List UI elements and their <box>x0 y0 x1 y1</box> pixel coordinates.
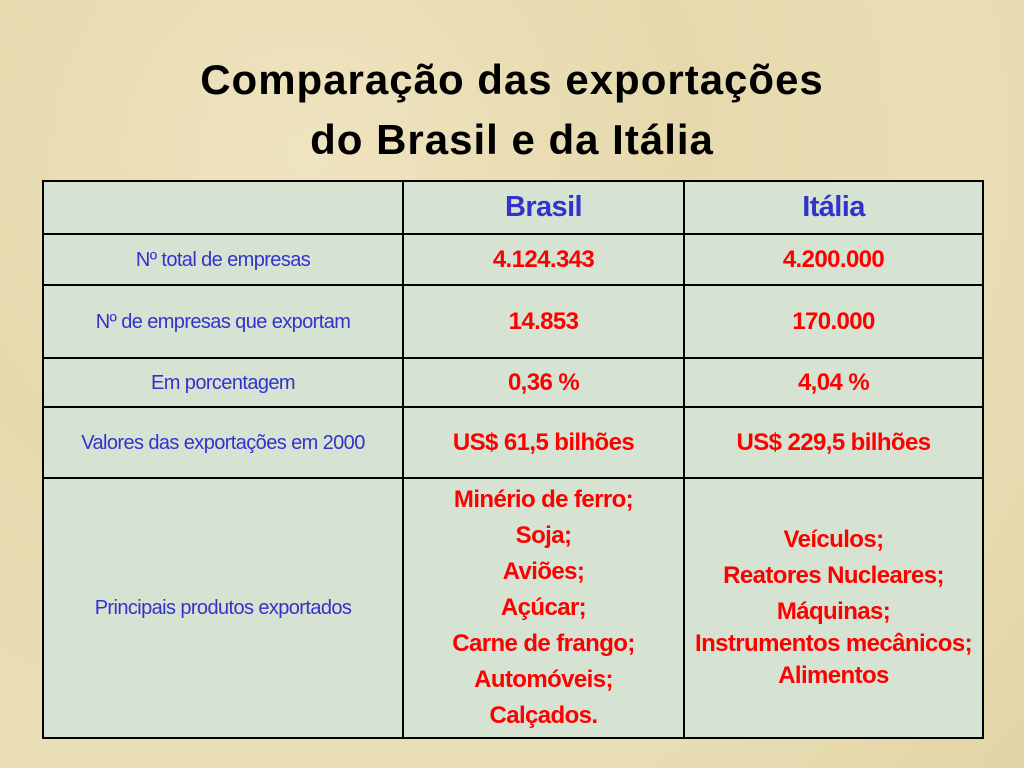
list-item: Minério de ferro; <box>453 486 634 513</box>
value-cell: 4.200.000 <box>683 233 984 286</box>
list-item: Reatores Nucleares; <box>723 562 944 589</box>
row-label: Nº total de empresas <box>42 233 404 286</box>
column-header: Itália <box>683 180 984 235</box>
list-item: Instrumentos mecânicos; <box>695 630 973 657</box>
column-header: Brasil <box>402 180 685 235</box>
table-row: Principais produtos exportados Minério de… <box>42 477 984 739</box>
row-label: Valores das exportações em 2000 <box>42 406 404 479</box>
table-row: Nº total de empresas 4.124.343 4.200.000 <box>42 233 984 286</box>
value-cell: US$ 229,5 bilhões <box>683 406 984 479</box>
value-cell: 14.853 <box>402 284 685 359</box>
table-row: Valores das exportações em 2000 US$ 61,5 … <box>42 406 984 479</box>
corner-cell <box>42 180 404 235</box>
list-item: Calçados. <box>489 702 599 729</box>
comparison-table: Brasil Itália Nº total de empresas 4.124.34… <box>42 180 984 739</box>
value-cell: US$ 61,5 bilhões <box>402 406 685 479</box>
list-item: Automóveis; <box>474 666 613 693</box>
value-cell: 170.000 <box>683 284 984 359</box>
list-item: Aviões; <box>502 558 585 585</box>
header-row: Brasil Itália <box>42 180 984 235</box>
table-row: Nº de empresas que exportam 14.853 170.000 <box>42 284 984 359</box>
value-cell: 4,04 % <box>683 357 984 408</box>
list-item: Açúcar; <box>500 594 587 621</box>
title-line: Comparação das exportações <box>200 56 824 103</box>
row-label: Nº de empresas que exportam <box>42 284 404 359</box>
list-cell: Minério de ferro; Soja; Aviões; Açúcar; Carn… <box>402 477 685 739</box>
title-line: do Brasil e da Itália <box>310 116 714 163</box>
value-cell: 0,36 % <box>402 357 685 408</box>
slide-title: Comparação das exportações do Brasil e da… <box>0 50 1024 170</box>
list-item: Alimentos <box>778 662 889 689</box>
value-cell: 4.124.343 <box>402 233 685 286</box>
list-cell: Veículos; Reatores Nucleares; Máquinas; Ins… <box>683 477 984 739</box>
list-item: Veículos; <box>783 526 885 553</box>
list-item: Soja; <box>515 522 572 549</box>
row-label: Em porcentagem <box>42 357 404 408</box>
table-row: Em porcentagem 0,36 % 4,04 % <box>42 357 984 408</box>
list-item: Máquinas; <box>776 598 891 625</box>
row-label: Principais produtos exportados <box>42 477 404 739</box>
list-item: Carne de frango; <box>452 630 635 657</box>
